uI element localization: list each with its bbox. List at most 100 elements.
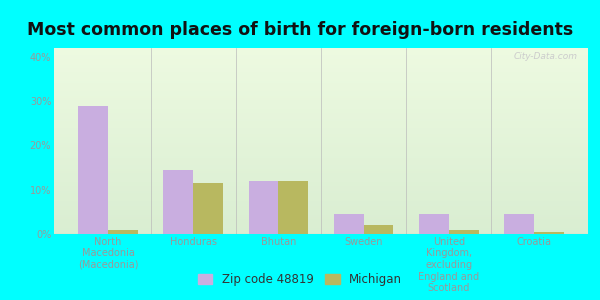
Bar [54, 169, 588, 171]
Bar [54, 208, 588, 210]
Bar [54, 197, 588, 199]
Legend: Zip code 48819, Michigan: Zip code 48819, Michigan [193, 269, 407, 291]
Bar [54, 200, 588, 202]
Bar [78, 106, 108, 234]
Bar [54, 117, 588, 119]
Bar [54, 163, 588, 165]
Bar [54, 85, 588, 87]
Bar [54, 126, 588, 128]
Bar [54, 67, 588, 68]
Bar [54, 57, 588, 59]
Bar [54, 65, 588, 67]
Bar [54, 56, 588, 57]
Bar [54, 182, 588, 184]
Bar [54, 91, 588, 93]
Bar [54, 132, 588, 134]
Bar [54, 113, 588, 115]
Bar [54, 59, 588, 61]
Bar [54, 161, 588, 163]
Bar [54, 76, 588, 78]
Bar [54, 139, 588, 141]
Bar [54, 189, 588, 191]
Bar [54, 156, 588, 158]
Bar [54, 186, 588, 188]
Bar [54, 134, 588, 135]
Bar [54, 212, 588, 214]
Bar [54, 219, 588, 221]
Bar [54, 184, 588, 186]
Bar [54, 160, 588, 161]
Bar [248, 181, 278, 234]
Bar [54, 226, 588, 228]
Bar [54, 119, 588, 121]
Bar [54, 96, 588, 98]
Bar [54, 188, 588, 189]
Bar [54, 215, 588, 217]
Bar [54, 145, 588, 147]
Bar [54, 111, 588, 113]
Bar [54, 175, 588, 176]
Bar [54, 172, 588, 175]
Bar [54, 52, 588, 54]
Bar [54, 230, 588, 232]
Text: Most common places of birth for foreign-born residents: Most common places of birth for foreign-… [27, 21, 573, 39]
Bar [54, 141, 588, 143]
Bar [54, 78, 588, 80]
Bar [54, 48, 588, 50]
Bar [54, 217, 588, 219]
Bar [54, 130, 588, 132]
Bar [54, 206, 588, 208]
Bar [54, 193, 588, 195]
Bar [54, 228, 588, 230]
Bar [54, 89, 588, 91]
Bar [54, 100, 588, 102]
Bar [193, 183, 223, 234]
Bar [54, 104, 588, 106]
Bar [504, 214, 534, 234]
Bar [54, 150, 588, 152]
Bar [54, 94, 588, 96]
Bar [54, 221, 588, 223]
Bar [54, 178, 588, 180]
Bar [54, 50, 588, 52]
Bar [108, 230, 138, 234]
Bar [54, 137, 588, 139]
Bar [54, 93, 588, 94]
Bar [54, 180, 588, 182]
Bar [54, 87, 588, 89]
Bar [54, 232, 588, 234]
Bar [54, 107, 588, 110]
Bar [54, 110, 588, 111]
Bar [54, 61, 588, 63]
Bar [54, 152, 588, 154]
Bar [54, 204, 588, 206]
Bar [54, 148, 588, 150]
Bar [54, 106, 588, 107]
Text: City-Data.com: City-Data.com [514, 52, 577, 61]
Bar [54, 165, 588, 167]
Bar [54, 121, 588, 122]
Bar [54, 83, 588, 85]
Bar [54, 54, 588, 56]
Bar [54, 115, 588, 117]
Bar [54, 167, 588, 169]
Bar [54, 124, 588, 126]
Bar [54, 82, 588, 83]
Bar [334, 214, 364, 234]
Bar [54, 210, 588, 212]
Bar [54, 225, 588, 226]
Bar [449, 230, 479, 234]
Bar [54, 147, 588, 148]
Bar [54, 72, 588, 74]
Bar [54, 63, 588, 65]
Bar [54, 102, 588, 104]
Bar [278, 181, 308, 234]
Bar [54, 154, 588, 156]
Bar [54, 191, 588, 193]
Bar [54, 68, 588, 70]
Bar [54, 135, 588, 137]
Bar [54, 70, 588, 72]
Bar [163, 170, 193, 234]
Bar [54, 74, 588, 76]
Bar [54, 176, 588, 178]
